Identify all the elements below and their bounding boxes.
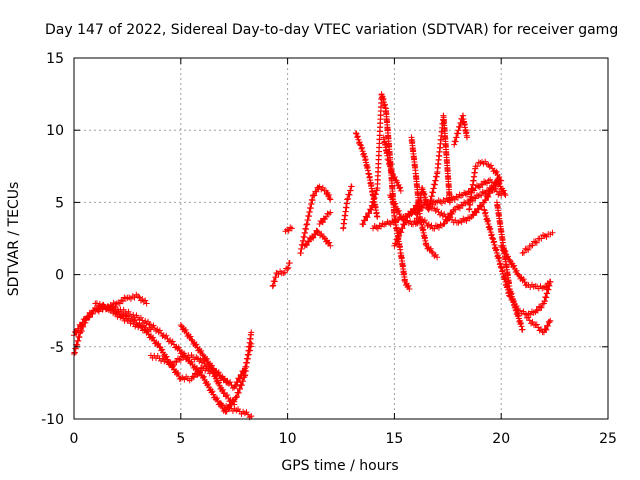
data-point-marks (340, 183, 355, 232)
series-arc-9 (282, 224, 295, 235)
x-axis-label: GPS time / hours (281, 458, 398, 474)
series-arc-8 (269, 260, 293, 290)
data-point-marks (297, 183, 334, 257)
x-tick-label: 20 (492, 431, 510, 447)
series-arc-13 (340, 183, 355, 232)
data-point-marks (177, 322, 255, 391)
x-tick-label: 5 (176, 431, 185, 447)
y-tick-label: 15 (46, 51, 64, 67)
x-tick-label: 15 (385, 431, 403, 447)
axis-ticks: 0 5 10 15 20 25 -10 -5 0 5 10 15 (41, 51, 617, 447)
series-arc-26 (498, 242, 554, 292)
x-tick-label: 0 (70, 431, 79, 447)
x-tick-label: 25 (599, 431, 617, 447)
data-point-marks (498, 242, 554, 292)
series-arc-16 (380, 134, 404, 194)
series-arc-15 (359, 91, 413, 293)
data-point-marks (380, 134, 404, 194)
series-arc-11 (301, 227, 334, 249)
series-arc-10 (297, 183, 334, 257)
y-tick-label: 10 (46, 123, 64, 139)
series-arc-21 (412, 112, 453, 228)
chart-title: Day 147 of 2022, Sidereal Day-to-day VTE… (45, 22, 618, 38)
data-point-marks (282, 224, 295, 235)
data-point-marks (523, 314, 554, 336)
y-tick-label: -5 (50, 340, 64, 356)
data-point-marks (451, 112, 471, 148)
y-axis-label: SDTVAR / TECUs (6, 182, 22, 297)
x-tick-label: 10 (279, 431, 297, 447)
data-point-marks (301, 227, 334, 249)
series-arc-12 (316, 209, 334, 228)
data-point-marks (316, 209, 334, 228)
y-tick-label: -10 (41, 412, 64, 428)
data-point-marks (359, 91, 413, 293)
series-arc-22 (451, 112, 471, 148)
data-point-marks (216, 400, 255, 421)
y-tick-label: 5 (55, 195, 64, 211)
data-point-marks (269, 260, 293, 290)
data-point-marks (466, 158, 505, 213)
plot-frame (73, 57, 609, 420)
data-point-marks (92, 300, 238, 408)
series-arc-23 (466, 158, 505, 213)
series-arc-7 (216, 400, 255, 421)
data-points (71, 91, 556, 421)
y-tick-label: 0 (55, 268, 64, 284)
series-arc-4 (92, 300, 238, 408)
series-arc-6 (177, 322, 255, 391)
series-arc-27 (523, 314, 554, 336)
data-point-marks (412, 112, 453, 228)
data-point-marks (519, 229, 556, 256)
series-arc-28 (519, 229, 556, 256)
